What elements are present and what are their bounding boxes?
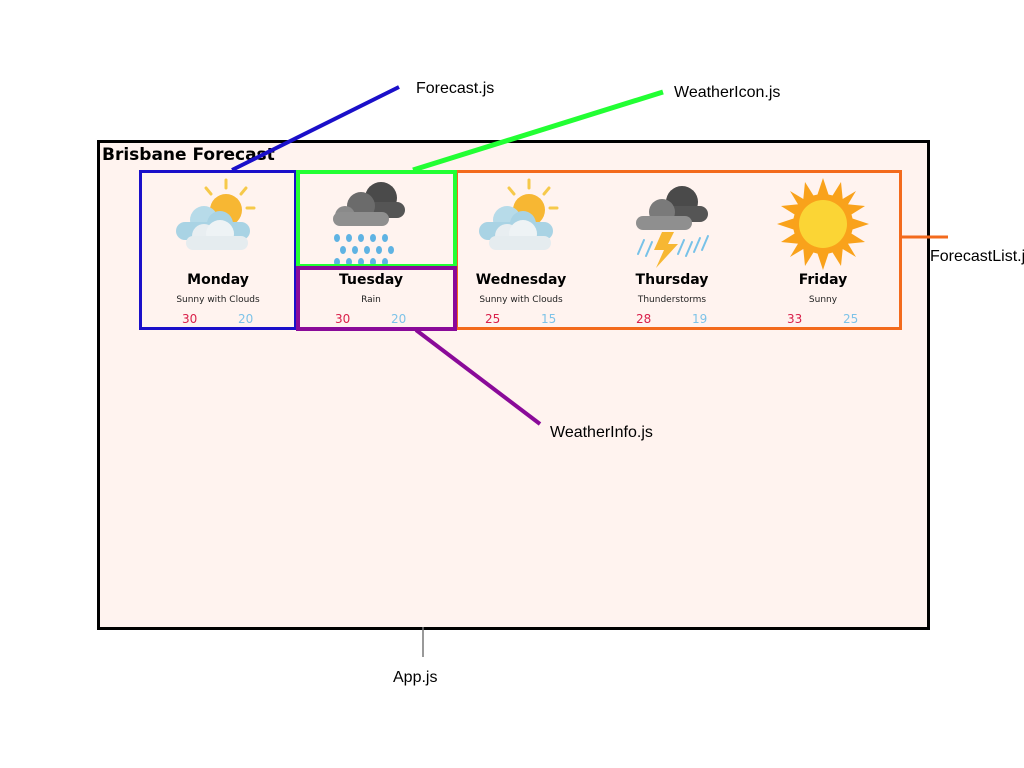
forecast-card-thursday: Thursday Thunderstorms 28 19 [594, 172, 750, 328]
low-temp: 20 [238, 312, 254, 326]
weather-description: Rain [361, 295, 381, 305]
day-label: Monday [187, 272, 249, 288]
day-label: Tuesday [339, 272, 403, 288]
forecast-box [139, 170, 297, 330]
forecast-card-friday: Friday Sunny 33 25 [745, 172, 901, 328]
high-temp: 33 [787, 312, 803, 326]
weather-icon-leader-line [412, 89, 664, 173]
low-temp: 25 [843, 312, 859, 326]
weather-description: Sunny with Clouds [176, 295, 260, 305]
forecast-card-wednesday: Wednesday Sunny with Clouds 25 15 [443, 172, 599, 328]
high-temp: 30 [335, 312, 351, 326]
weather-description: Sunny with Clouds [479, 295, 563, 305]
weather-info-box [296, 266, 457, 331]
day-label: Friday [798, 272, 848, 288]
forecast-leader-line [231, 85, 400, 172]
forecast-card-monday: Monday Sunny with Clouds 30 20 [140, 172, 296, 328]
low-temp: 15 [541, 312, 557, 326]
forecast-label: Forecast.js [416, 80, 495, 97]
day-label: Wednesday [475, 272, 567, 288]
low-temp: 20 [391, 312, 407, 326]
sun-icon [777, 178, 869, 270]
day-label: Thursday [635, 272, 709, 288]
forecast-list-label: ForecastList.j [930, 248, 1024, 265]
low-temp: 19 [692, 312, 708, 326]
weather-info-label: WeatherInfo.js [550, 424, 653, 441]
app-label: App.js [393, 669, 438, 686]
sun-behind-clouds-icon [479, 178, 559, 250]
sun-behind-clouds-icon [176, 178, 256, 250]
thunderstorm-icon [636, 186, 709, 268]
weather-icon-label: WeatherIcon.js [674, 84, 781, 101]
high-temp: 28 [636, 312, 652, 326]
app-title: Brisbane Forecast [102, 145, 275, 165]
high-temp: 30 [182, 312, 198, 326]
high-temp: 25 [485, 312, 501, 326]
weather-description: Sunny [808, 295, 838, 305]
weather-info-leader-line [414, 328, 542, 426]
weather-description: Thunderstorms [637, 295, 707, 305]
